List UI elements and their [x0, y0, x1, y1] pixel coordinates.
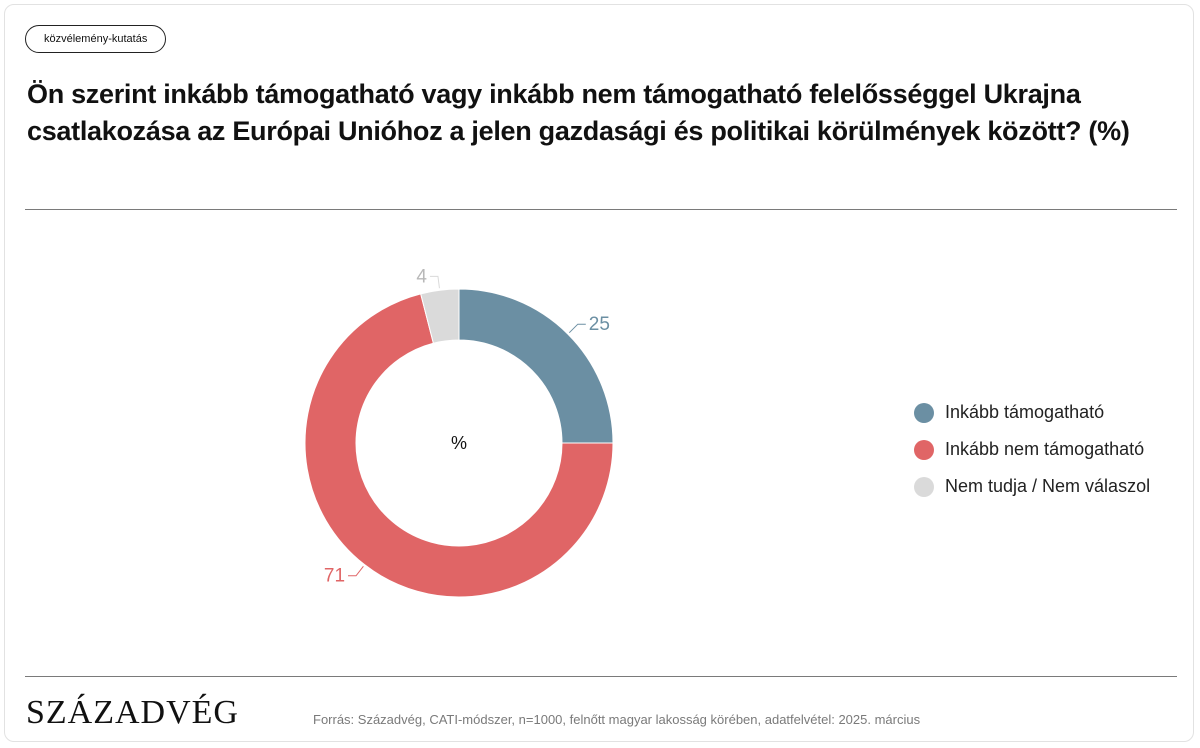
slice-value-label: 4: [416, 266, 427, 287]
source-note: Forrás: Századvég, CATI-módszer, n=1000,…: [313, 712, 921, 727]
legend-item[interactable]: Inkább nem támogatható: [914, 431, 1150, 468]
donut-slice[interactable]: [304, 293, 614, 598]
legend-swatch: [914, 476, 934, 497]
top-divider: [25, 209, 1177, 210]
legend-label: Inkább támogatható: [945, 402, 1105, 422]
label-leader-line: [348, 565, 364, 577]
card-frame: [4, 4, 1194, 742]
label-leader-line: [429, 275, 440, 289]
legend-swatch: [914, 402, 934, 423]
donut-slice[interactable]: [458, 288, 614, 444]
chart-title: Ön szerint inkább támogatható vagy inkáb…: [27, 79, 1130, 146]
category-tag[interactable]: közvélemény-kutatás: [25, 25, 167, 53]
legend-swatch: [914, 439, 934, 460]
legend-item[interactable]: Nem tudja / Nem válaszol: [914, 468, 1150, 505]
legend-label: Nem tudja / Nem válaszol: [945, 476, 1151, 496]
slice-value-label: 71: [324, 566, 345, 587]
legend-label: Inkább nem támogatható: [945, 439, 1145, 459]
legend: Inkább támogatható Inkább nem támogathat…: [914, 394, 1150, 505]
legend-item[interactable]: Inkább támogatható: [914, 394, 1150, 431]
center-label: %: [451, 433, 467, 453]
label-leader-line: [568, 323, 586, 334]
brand-logo: SZÁZADVÉG: [26, 694, 239, 731]
bottom-divider: [25, 676, 1177, 677]
donut-slice[interactable]: [420, 288, 460, 344]
slice-value-label: 25: [589, 314, 610, 335]
